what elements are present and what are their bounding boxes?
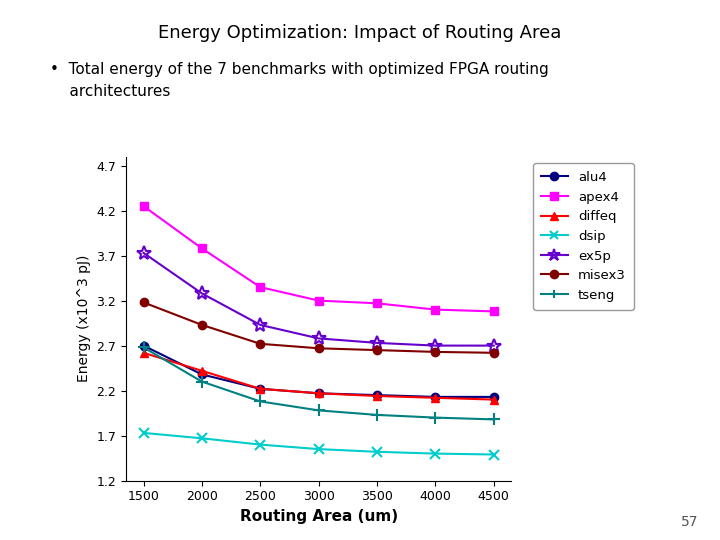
- dsip: [197, 435, 206, 442]
- apex4: [431, 306, 440, 313]
- ex5p: [431, 342, 440, 349]
- Text: Energy Optimization: Impact of Routing Area: Energy Optimization: Impact of Routing A…: [158, 24, 562, 42]
- Line: tseng: tseng: [138, 342, 499, 425]
- ex5p: [256, 322, 264, 328]
- alu4: [431, 394, 440, 400]
- dsip: [314, 446, 323, 453]
- Text: •  Total energy of the 7 benchmarks with optimized FPGA routing: • Total energy of the 7 benchmarks with …: [50, 62, 549, 77]
- apex4: [490, 308, 498, 315]
- tseng: [373, 411, 382, 418]
- Text: 57: 57: [681, 515, 698, 529]
- dsip: [490, 451, 498, 458]
- tseng: [256, 398, 264, 404]
- ex5p: [373, 340, 382, 346]
- misex3: [197, 322, 206, 328]
- diffeq: [431, 395, 440, 401]
- apex4: [197, 245, 206, 252]
- Line: ex5p: ex5p: [137, 246, 500, 353]
- diffeq: [256, 386, 264, 392]
- apex4: [139, 203, 148, 210]
- Legend: alu4, apex4, diffeq, dsip, ex5p, misex3, tseng: alu4, apex4, diffeq, dsip, ex5p, misex3,…: [534, 163, 634, 309]
- Line: apex4: apex4: [140, 202, 498, 315]
- misex3: [431, 349, 440, 355]
- misex3: [490, 349, 498, 356]
- misex3: [314, 345, 323, 352]
- alu4: [490, 394, 498, 400]
- Line: misex3: misex3: [140, 298, 498, 357]
- misex3: [373, 347, 382, 353]
- diffeq: [490, 396, 498, 403]
- tseng: [431, 414, 440, 421]
- apex4: [256, 284, 264, 291]
- Y-axis label: Energy (x10^3 pJ): Energy (x10^3 pJ): [77, 255, 91, 382]
- alu4: [256, 386, 264, 392]
- alu4: [314, 390, 323, 396]
- ex5p: [197, 290, 206, 296]
- ex5p: [139, 249, 148, 256]
- alu4: [373, 392, 382, 399]
- tseng: [314, 407, 323, 414]
- Line: alu4: alu4: [140, 341, 498, 401]
- diffeq: [197, 368, 206, 374]
- misex3: [256, 341, 264, 347]
- dsip: [256, 441, 264, 448]
- dsip: [373, 449, 382, 455]
- ex5p: [490, 342, 498, 349]
- diffeq: [314, 390, 323, 396]
- misex3: [139, 299, 148, 306]
- diffeq: [373, 393, 382, 399]
- tseng: [139, 344, 148, 350]
- diffeq: [139, 349, 148, 356]
- X-axis label: Routing Area (um): Routing Area (um): [240, 509, 397, 524]
- Text: architectures: architectures: [50, 84, 171, 99]
- Line: diffeq: diffeq: [140, 349, 498, 404]
- tseng: [197, 379, 206, 385]
- apex4: [373, 300, 382, 307]
- alu4: [139, 342, 148, 349]
- alu4: [197, 371, 206, 377]
- ex5p: [314, 335, 323, 342]
- Line: dsip: dsip: [139, 428, 498, 460]
- apex4: [314, 298, 323, 304]
- dsip: [139, 430, 148, 436]
- tseng: [490, 416, 498, 423]
- dsip: [431, 450, 440, 457]
